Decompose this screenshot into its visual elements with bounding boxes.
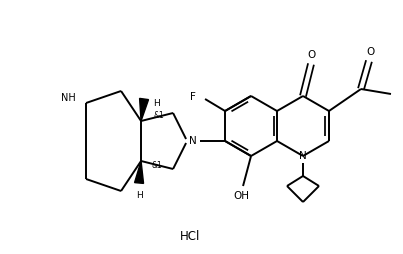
Text: O: O: [367, 47, 375, 57]
Polygon shape: [135, 161, 143, 183]
Text: H: H: [136, 190, 142, 199]
Text: N: N: [299, 151, 307, 161]
Text: &1: &1: [153, 112, 164, 120]
Text: &1: &1: [151, 162, 162, 170]
Text: F: F: [190, 92, 196, 102]
Text: HCl: HCl: [180, 230, 200, 243]
Text: O: O: [307, 50, 315, 60]
Text: NH: NH: [61, 93, 76, 103]
Text: H: H: [153, 99, 160, 107]
Text: OH: OH: [233, 191, 249, 201]
Polygon shape: [139, 98, 149, 121]
Text: N: N: [189, 136, 197, 146]
